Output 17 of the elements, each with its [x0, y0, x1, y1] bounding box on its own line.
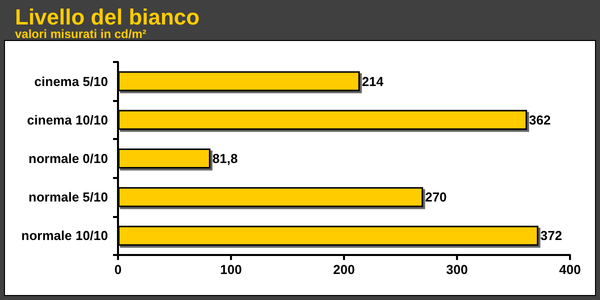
y-tick-label: normale 10/10 [21, 228, 108, 244]
y-tick-label: normale 5/10 [28, 190, 108, 205]
data-label: 362 [529, 112, 551, 128]
x-tick-label: 0 [114, 262, 122, 277]
y-tick-label: cinema 10/10 [27, 112, 108, 128]
data-label: 214 [362, 74, 384, 89]
data-label: 372 [540, 228, 562, 244]
chart-subtitle: valori misurati in cd/m² [15, 27, 146, 41]
x-tick-label: 300 [446, 262, 468, 277]
chart-title: Livello del bianco [15, 4, 200, 30]
y-tick-label: normale 0/10 [28, 151, 108, 166]
x-tick-label: 400 [559, 262, 581, 277]
x-tick-label: 200 [333, 262, 355, 277]
data-label: 270 [425, 190, 447, 205]
data-label: 81,8 [212, 151, 238, 166]
y-tick-label: cinema 5/10 [34, 74, 108, 89]
x-tick-label: 100 [220, 262, 242, 277]
